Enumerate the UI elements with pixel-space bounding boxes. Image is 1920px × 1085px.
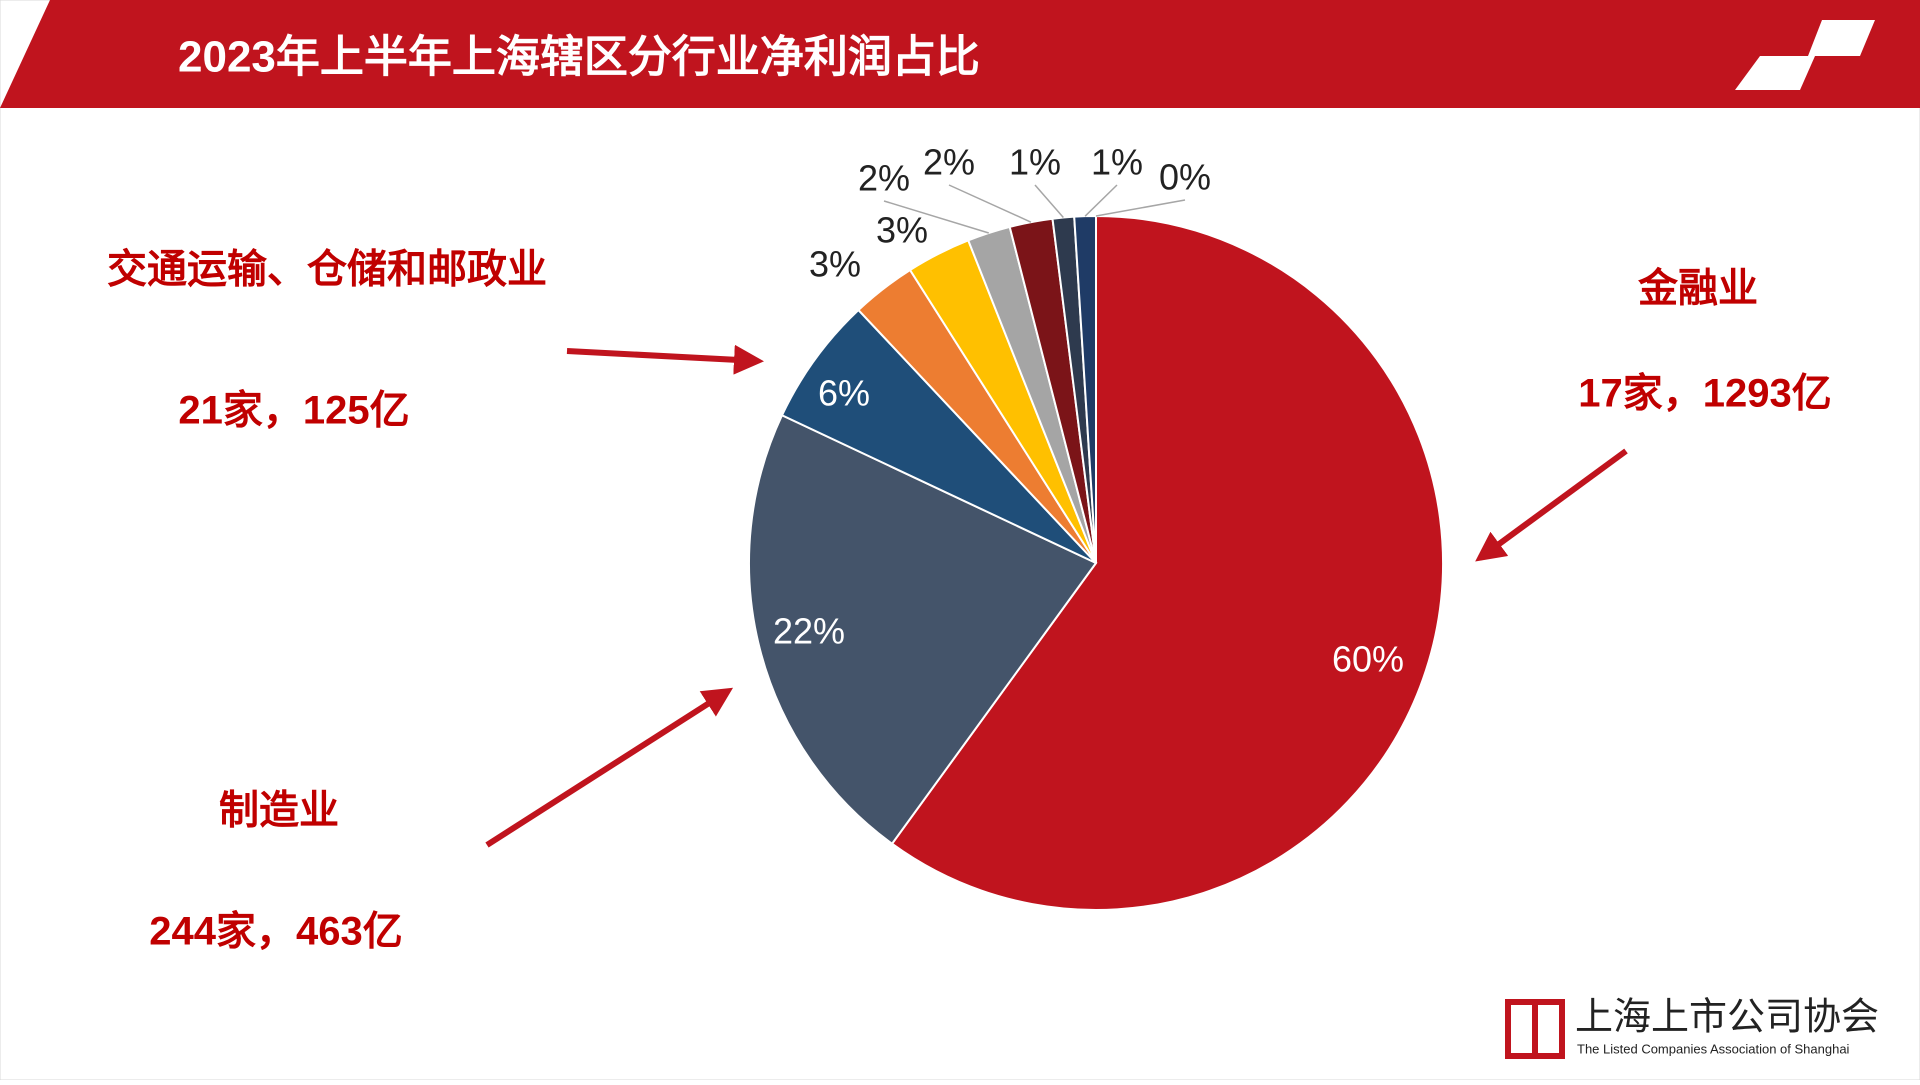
header-band (0, 0, 1920, 108)
footer-logo: 上海上市公司协会 The Listed Companies Associatio… (1505, 995, 1879, 1059)
header-logo (1735, 20, 1875, 90)
data-label: 60% (1332, 639, 1404, 680)
data-label: 2% (858, 158, 910, 199)
chart-title: 2023年上半年上海辖区分行业净利润占比 (178, 33, 980, 82)
arrow (485, 687, 734, 848)
pie-slice (890, 214, 1444, 911)
data-label: 6% (818, 373, 870, 414)
arrow (1475, 448, 1628, 562)
data-label: 0% (1159, 157, 1211, 198)
data-label: 2% (923, 142, 975, 183)
leader-line (948, 184, 1032, 223)
data-label: 22% (773, 611, 845, 652)
leader-line (883, 200, 989, 234)
data-label: 3% (809, 244, 861, 285)
data-label: 1% (1091, 142, 1143, 183)
annotation-name: 交通运输、仓储和邮政业 (107, 248, 547, 292)
annotation-name: 制造业 (219, 789, 339, 833)
logo-name: 上海上市公司协会 (1575, 995, 1879, 1039)
leader-line (1034, 184, 1064, 219)
annotation-detail: 21家，125亿 (178, 389, 409, 433)
data-label: 3% (876, 210, 928, 251)
arrow (566, 344, 764, 375)
annotation-detail: 244家，463亿 (149, 910, 402, 954)
pie-slice (780, 308, 1097, 564)
annotation-detail: 17家，1293亿 (1578, 372, 1831, 416)
leader-line (1095, 199, 1186, 217)
logo-english: The Listed Companies Association of Shan… (1577, 1041, 1850, 1056)
leader-line (1084, 184, 1118, 217)
pie: 60% 22% 6% 3% 3% 2% 2% 1% 1% 0% (748, 142, 1444, 911)
data-label: 1% (1009, 142, 1061, 183)
annotation-name: 金融业 (1637, 266, 1758, 311)
